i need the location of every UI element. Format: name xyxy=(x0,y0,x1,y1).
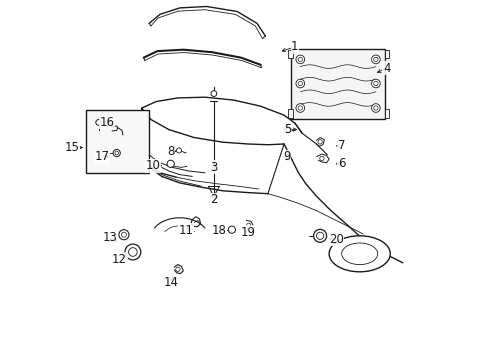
Circle shape xyxy=(115,151,118,155)
Text: 13: 13 xyxy=(102,231,118,244)
Text: 9: 9 xyxy=(283,150,290,163)
Circle shape xyxy=(317,140,322,144)
Text: 11: 11 xyxy=(178,224,193,237)
Bar xyxy=(86,110,149,173)
Circle shape xyxy=(298,57,302,62)
Text: 8: 8 xyxy=(167,145,174,158)
Text: 10: 10 xyxy=(145,159,160,172)
Circle shape xyxy=(176,148,181,153)
Circle shape xyxy=(128,248,137,256)
Circle shape xyxy=(371,79,380,88)
Bar xyxy=(384,50,388,58)
Text: 19: 19 xyxy=(240,226,255,239)
Circle shape xyxy=(285,128,289,131)
Circle shape xyxy=(285,157,289,160)
Bar xyxy=(288,50,292,58)
Text: 2: 2 xyxy=(210,193,217,206)
Ellipse shape xyxy=(341,243,377,265)
Circle shape xyxy=(125,244,141,260)
Text: 17: 17 xyxy=(95,150,110,163)
Circle shape xyxy=(371,55,380,64)
Text: 14: 14 xyxy=(163,276,178,289)
Text: 3: 3 xyxy=(210,161,217,174)
Text: 6: 6 xyxy=(337,157,345,170)
Circle shape xyxy=(228,226,235,233)
Circle shape xyxy=(298,106,302,110)
Text: 18: 18 xyxy=(211,224,226,237)
Circle shape xyxy=(371,104,380,112)
Circle shape xyxy=(373,81,377,86)
Circle shape xyxy=(298,81,302,86)
Ellipse shape xyxy=(328,236,389,272)
Text: 1: 1 xyxy=(290,40,298,53)
Circle shape xyxy=(313,229,326,242)
Text: 4: 4 xyxy=(382,62,389,75)
Text: 16: 16 xyxy=(99,116,114,129)
Circle shape xyxy=(373,57,377,62)
Bar xyxy=(288,109,292,118)
Circle shape xyxy=(121,232,126,237)
Circle shape xyxy=(284,126,291,133)
Circle shape xyxy=(295,104,304,112)
Circle shape xyxy=(246,223,250,228)
Text: 12: 12 xyxy=(112,253,127,266)
Circle shape xyxy=(373,106,377,110)
Circle shape xyxy=(319,156,324,161)
Circle shape xyxy=(113,149,120,157)
Bar xyxy=(384,109,388,118)
Circle shape xyxy=(175,267,180,271)
Circle shape xyxy=(119,230,129,240)
Circle shape xyxy=(211,91,216,96)
Circle shape xyxy=(295,55,304,64)
Text: 5: 5 xyxy=(284,123,291,136)
Circle shape xyxy=(96,120,102,125)
Text: 20: 20 xyxy=(328,233,343,246)
Circle shape xyxy=(316,232,323,239)
Circle shape xyxy=(295,79,304,88)
Text: 7: 7 xyxy=(337,139,345,152)
Bar xyxy=(291,49,384,119)
Circle shape xyxy=(167,160,174,167)
Text: 15: 15 xyxy=(64,141,79,154)
